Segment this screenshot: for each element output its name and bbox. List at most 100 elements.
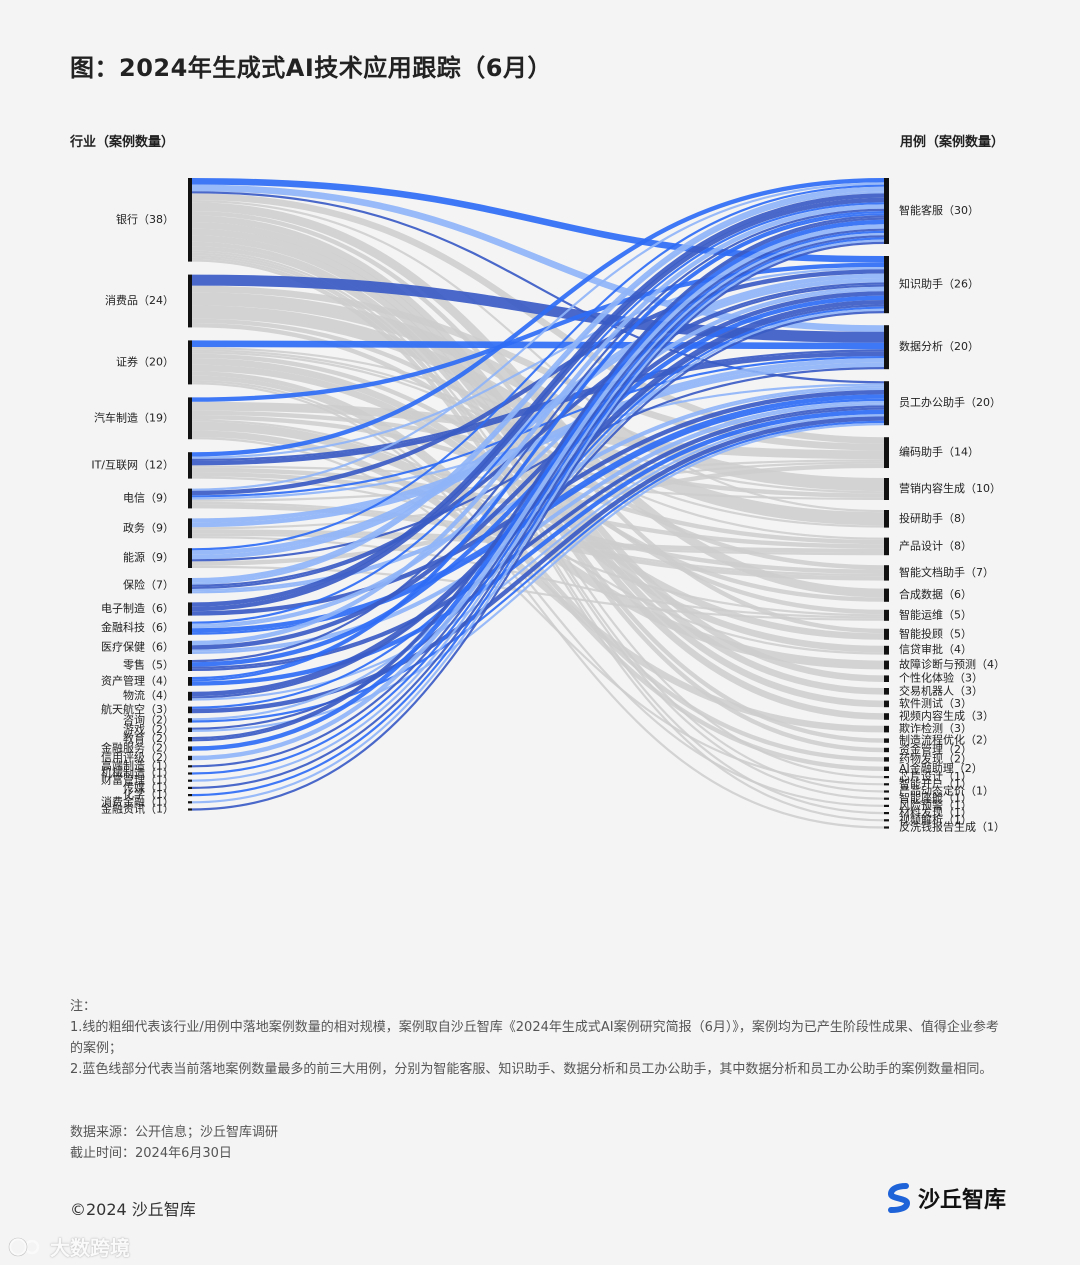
industry-label-证券: 证券（20） bbox=[116, 354, 174, 368]
industry-node-保险 bbox=[188, 578, 192, 594]
flow-link-资产管理-to-智能客服 bbox=[191, 213, 885, 682]
usecase-label-智能客服: 智能客服（30） bbox=[899, 203, 979, 217]
chart-title: 图：2024年生成式AI技术应用跟踪（6月） bbox=[70, 54, 552, 82]
usecase-label-智能运维: 智能运维（5） bbox=[899, 607, 972, 621]
flow-link-汽车制造-to-欺诈检测 bbox=[191, 430, 885, 733]
usecase-node-智能开户 bbox=[884, 783, 889, 786]
usecase-node-员工办公助手 bbox=[884, 381, 889, 426]
usecase-node-信贷审批 bbox=[884, 645, 889, 655]
usecase-node-AI金融助理 bbox=[884, 766, 889, 771]
usecase-label-AI金融助理: AI金融助理（2） bbox=[899, 761, 983, 775]
brand-logo: 沙丘智库 bbox=[886, 1182, 1006, 1214]
industry-label-咨询: 咨询（2） bbox=[123, 712, 174, 726]
flow-link-高端制造-to-智能客服 bbox=[191, 228, 885, 768]
usecase-label-风险预警: 风险预警（1） bbox=[899, 798, 972, 812]
flow-link-电信-to-智能客服 bbox=[191, 182, 885, 491]
blue-links bbox=[191, 178, 885, 811]
flow-link-金融资讯-to-智能客服 bbox=[191, 241, 885, 811]
flow-link-银行-to-投研助手 bbox=[191, 200, 885, 513]
flow-link-教育-to-智能客服 bbox=[191, 215, 885, 740]
usecase-label-反洗钱报告生成: 反洗钱报告生成（1） bbox=[899, 820, 1005, 834]
industry-label-金融服务: 金融服务（2） bbox=[101, 741, 174, 755]
industry-node-航天航空 bbox=[188, 706, 192, 714]
industry-label-高端制造: 高端制造（1） bbox=[101, 758, 174, 772]
flow-link-金融科技-to-智能客服 bbox=[191, 202, 885, 624]
copyright: ©2024 沙丘智库 bbox=[70, 1200, 196, 1219]
flow-link-医疗保健-to-员工办公助手 bbox=[191, 403, 885, 654]
usecase-node-视频解析 bbox=[884, 819, 889, 822]
industry-node-机械制造 bbox=[188, 772, 192, 775]
flow-link-金融科技-to-知识助手 bbox=[191, 289, 885, 629]
industry-node-咨询 bbox=[188, 718, 192, 723]
usecase-label-欺诈检测: 欺诈检测（3） bbox=[899, 721, 972, 735]
usecase-node-智能运维 bbox=[884, 609, 889, 621]
usecase-node-交易机器人 bbox=[884, 688, 889, 695]
usecase-label-视频内容生成: 视频内容生成（3） bbox=[899, 709, 994, 723]
usecase-node-智能客服 bbox=[884, 178, 889, 244]
usecase-node-产品设计 bbox=[884, 537, 889, 556]
usecase-node-资金管理 bbox=[884, 747, 889, 753]
flow-link-咨询-to-知识助手 bbox=[191, 308, 885, 721]
usecase-node-材料发现 bbox=[884, 812, 889, 815]
notes: 注： 1.线的粗细代表该行业/用例中落地案例数量的相对规模，案例取自沙丘智库《2… bbox=[70, 996, 1010, 1080]
flow-link-能源-to-知识助手 bbox=[191, 278, 885, 560]
flow-link-化学-to-智能客服 bbox=[191, 237, 885, 797]
flow-link-传媒-to-智能客服 bbox=[191, 235, 885, 789]
nodes bbox=[188, 178, 889, 829]
cutoff-date-line: 截止时间：2024年6月30日 bbox=[70, 1146, 232, 1161]
industry-node-教育 bbox=[188, 737, 192, 742]
industry-node-电子制造 bbox=[188, 602, 192, 616]
usecase-label-个性化体验: 个性化体验（3） bbox=[899, 671, 983, 685]
flow-link-消费金融-to-智能客服 bbox=[191, 239, 885, 804]
usecase-node-数据分析 bbox=[884, 325, 889, 370]
industry-label-消费金融: 消费金融（1） bbox=[101, 794, 174, 808]
industry-label-机械制造: 机械制造（1） bbox=[101, 766, 174, 780]
usecase-node-智能座舱 bbox=[884, 797, 889, 800]
usecase-node-产品动态定价 bbox=[884, 790, 889, 793]
industry-label-化学: 化学（1） bbox=[123, 787, 174, 801]
industry-node-金融科技 bbox=[188, 621, 192, 635]
industry-node-消费品 bbox=[188, 274, 192, 328]
industry-label-医疗保健: 医疗保健（6） bbox=[101, 639, 174, 653]
industry-label-消费品: 消费品（24） bbox=[105, 293, 174, 307]
flow-link-金融服务-to-智能客服 bbox=[191, 219, 885, 751]
flow-link-汽车制造-to-营销内容生成 bbox=[191, 410, 885, 498]
usecase-label-视频解析: 视频解析（1） bbox=[899, 812, 972, 826]
usecase-label-编码助手: 编码助手（14） bbox=[899, 445, 979, 459]
flow-link-游戏-to-员工办公助手 bbox=[191, 423, 885, 732]
industry-label-汽车制造: 汽车制造（19） bbox=[94, 410, 174, 424]
industry-node-电信 bbox=[188, 488, 192, 509]
usecase-label-数据分析: 数据分析（20） bbox=[899, 339, 979, 353]
flow-link-医疗保健-to-知识助手 bbox=[191, 291, 885, 650]
industry-label-零售: 零售（5） bbox=[123, 658, 174, 672]
notes-line-1: 1.线的粗细代表该行业/用例中落地案例数量的相对规模，案例取自沙丘智库《2024… bbox=[70, 1020, 999, 1056]
industry-node-汽车制造 bbox=[188, 397, 192, 440]
industry-label-电子制造: 电子制造（6） bbox=[101, 601, 174, 615]
flow-link-保险-to-智能客服 bbox=[191, 186, 885, 583]
industry-node-医疗保健 bbox=[188, 640, 192, 654]
industry-label-教育: 教育（2） bbox=[123, 731, 174, 745]
usecase-label-智能投顾: 智能投顾（5） bbox=[899, 626, 972, 640]
brand-name: 沙丘智库 bbox=[918, 1188, 1007, 1213]
usecase-label-产品动态定价: 产品动态定价（1） bbox=[899, 784, 994, 798]
flow-link-医疗保健-to-智能客服 bbox=[191, 204, 885, 646]
usecase-node-智能投顾 bbox=[884, 628, 889, 640]
usecase-node-智能文档助手 bbox=[884, 565, 889, 581]
flow-link-机械制造-to-智能客服 bbox=[191, 230, 885, 775]
usecase-label-营销内容生成: 营销内容生成（10） bbox=[899, 481, 1001, 495]
industry-node-化学 bbox=[188, 794, 192, 797]
flow-link-能源-to-数据分析 bbox=[191, 367, 885, 562]
data-source: 数据来源：公开信息；沙丘智库调研 截止时间：2024年6月30日 bbox=[70, 1122, 278, 1164]
industry-node-消费金融 bbox=[188, 801, 192, 804]
flow-link-金融科技-to-知识助手 bbox=[191, 286, 885, 626]
industry-node-能源 bbox=[188, 548, 192, 568]
industry-node-信用评级 bbox=[188, 755, 192, 761]
flow-link-汽车制造-to-编码助手 bbox=[191, 401, 885, 460]
industry-label-航天航空: 航天航空（3） bbox=[101, 702, 174, 716]
usecase-label-材料发现: 材料发现（1） bbox=[899, 805, 972, 819]
flow-link-能源-to-智能客服 bbox=[191, 184, 885, 551]
usecase-label-投研助手: 投研助手（8） bbox=[899, 511, 972, 525]
usecase-label-交易机器人: 交易机器人（3） bbox=[899, 683, 983, 697]
industry-node-银行 bbox=[188, 178, 192, 262]
flow-link-证券-to-AI金融助理 bbox=[191, 375, 885, 771]
